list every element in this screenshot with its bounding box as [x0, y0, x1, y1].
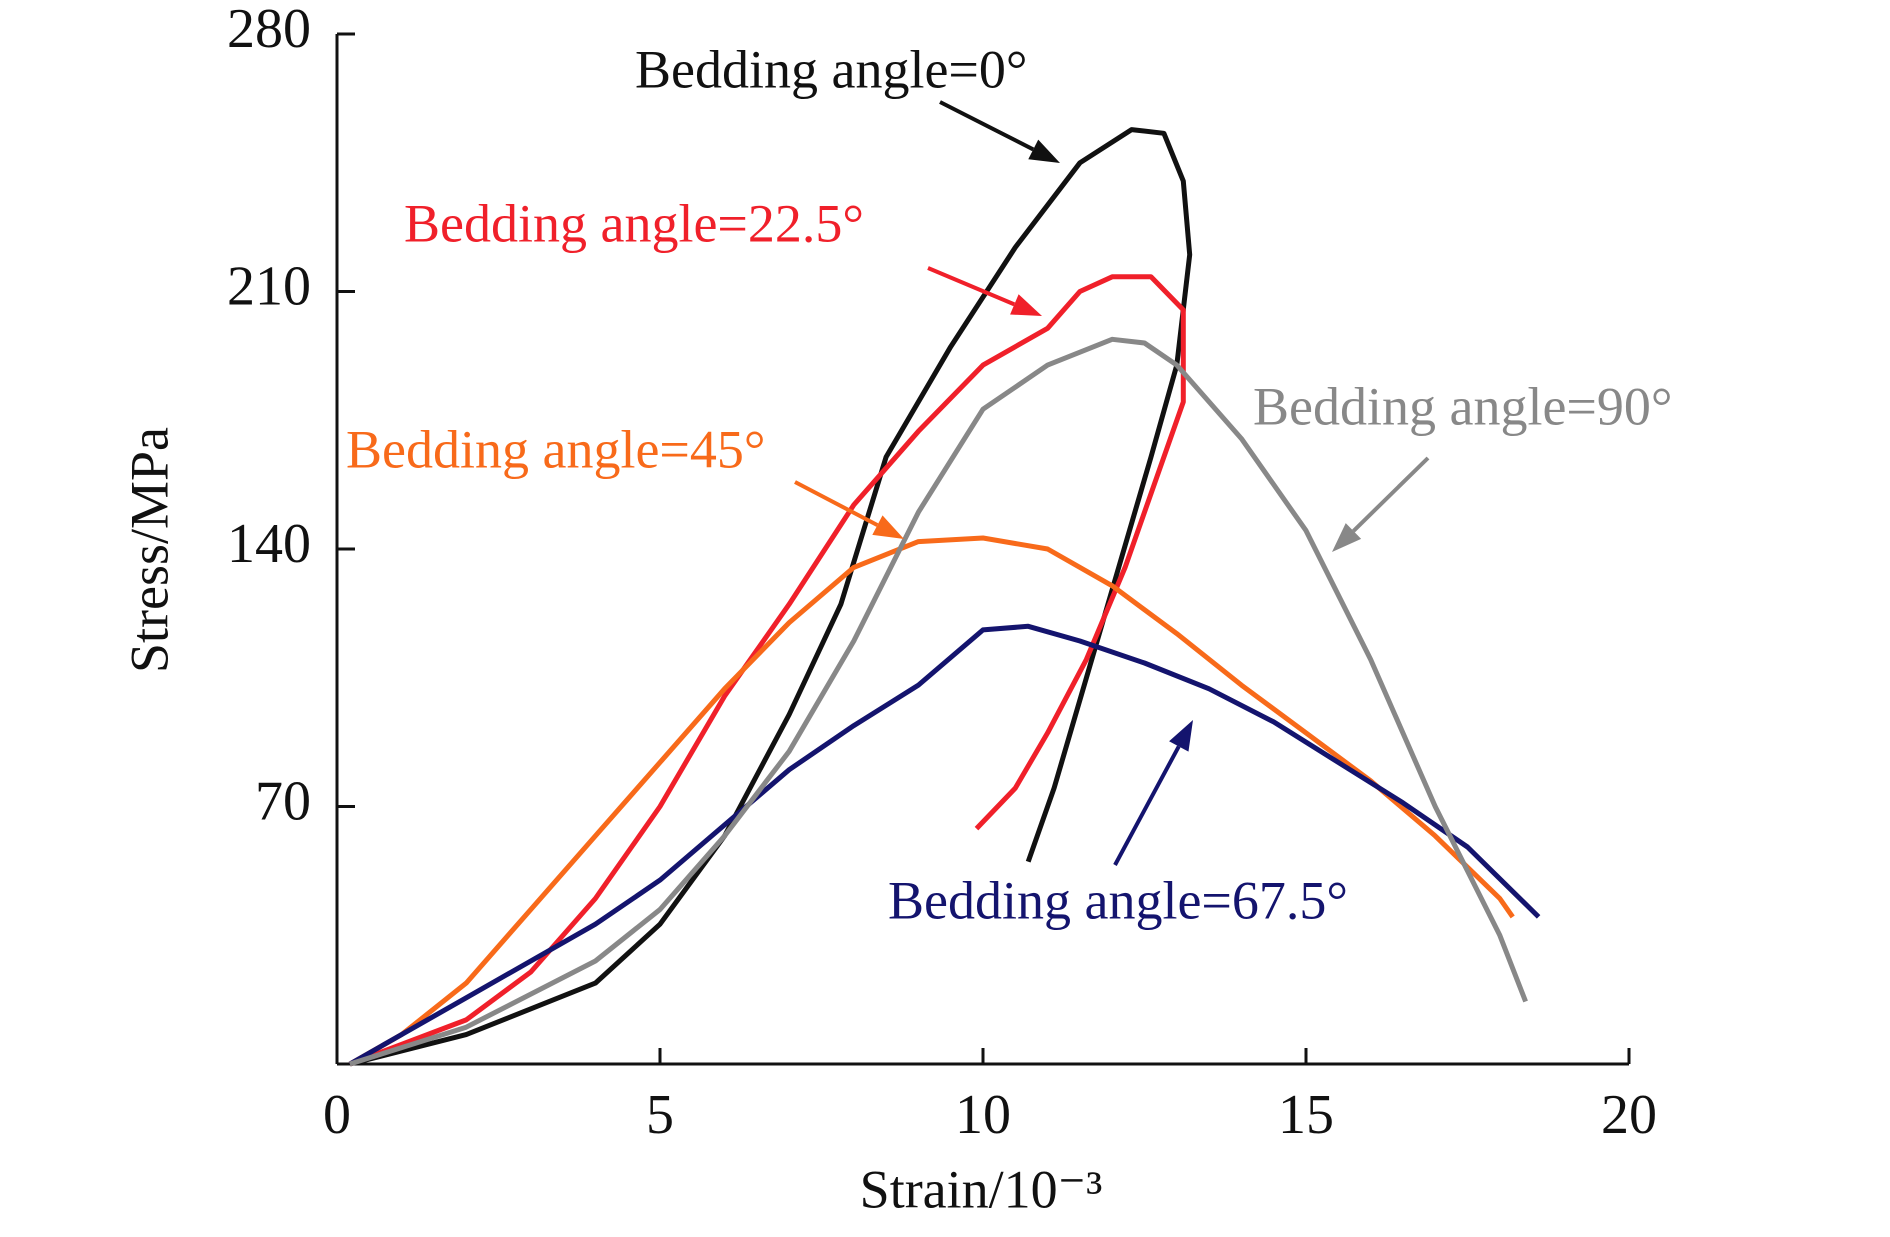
annotation: Bedding angle=22.5° [404, 193, 864, 253]
annotation: Bedding angle=67.5° [888, 870, 1348, 930]
arrow-head [1169, 720, 1193, 752]
x-tick-label: 0 [323, 1084, 351, 1146]
y-tick-label: 70 [255, 770, 311, 832]
annotation: Bedding angle=90° [1253, 376, 1672, 436]
y-tick-label: 280 [227, 0, 311, 60]
arrow-head [1028, 139, 1060, 163]
annotation: Bedding angle=0° [635, 39, 1027, 99]
x-tick-label: 5 [646, 1084, 674, 1146]
annotation-arrow [794, 480, 879, 527]
annotation-arrow [927, 266, 1016, 307]
arrow-head [872, 515, 904, 539]
y-axis-title: Stress/MPa [119, 427, 179, 673]
x-tick-label: 10 [955, 1084, 1011, 1146]
y-tick-label: 140 [227, 513, 311, 575]
x-axis-title: Strain/10⁻³ [860, 1159, 1103, 1219]
data-line [348, 535, 1515, 1067]
data-line [349, 336, 1528, 1067]
arrow-head [1010, 294, 1042, 316]
annotation: Bedding angle=45° [346, 419, 765, 479]
y-tick-label: 210 [227, 255, 311, 317]
x-tick-label: 15 [1278, 1084, 1334, 1146]
annotation-arrow [1113, 745, 1181, 866]
data-line [349, 274, 1186, 1067]
annotation-arrow [939, 100, 1035, 152]
x-tick-label: 20 [1601, 1084, 1657, 1146]
data-line [348, 623, 1541, 1067]
arrow-head [1332, 523, 1362, 552]
data-line [349, 127, 1193, 1067]
annotation-arrow [1352, 456, 1430, 533]
